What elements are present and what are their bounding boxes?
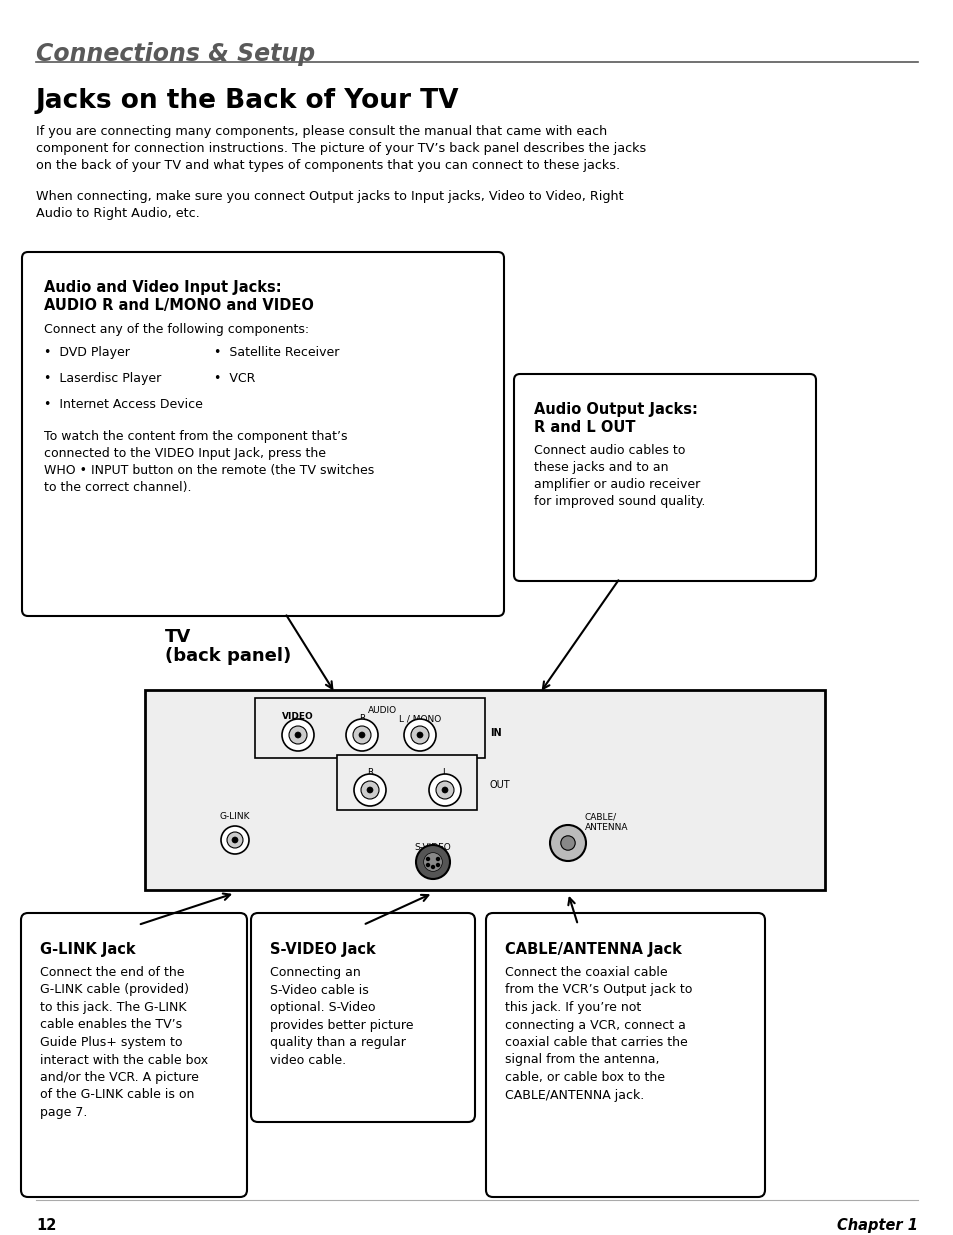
Circle shape bbox=[431, 866, 434, 868]
Text: ANTENNA: ANTENNA bbox=[584, 823, 628, 832]
Circle shape bbox=[416, 732, 422, 739]
Text: L / MONO: L / MONO bbox=[398, 714, 440, 722]
FancyBboxPatch shape bbox=[251, 913, 475, 1123]
Text: Jacks on the Back of Your TV: Jacks on the Back of Your TV bbox=[36, 88, 459, 114]
Text: for improved sound quality.: for improved sound quality. bbox=[534, 495, 704, 508]
Text: amplifier or audio receiver: amplifier or audio receiver bbox=[534, 478, 700, 492]
Text: these jacks and to an: these jacks and to an bbox=[534, 461, 668, 474]
FancyBboxPatch shape bbox=[485, 913, 764, 1197]
Text: G-LINK Jack: G-LINK Jack bbox=[40, 942, 135, 957]
Text: G-LINK: G-LINK bbox=[219, 811, 250, 821]
Text: L: L bbox=[442, 768, 447, 777]
Circle shape bbox=[358, 732, 365, 739]
Bar bbox=[336, 755, 476, 810]
Circle shape bbox=[403, 719, 436, 751]
Text: OUT: OUT bbox=[490, 781, 510, 790]
Text: Connect audio cables to: Connect audio cables to bbox=[534, 445, 684, 457]
FancyBboxPatch shape bbox=[514, 374, 815, 580]
Text: on the back of your TV and what types of components that you can connect to thes: on the back of your TV and what types of… bbox=[36, 159, 619, 172]
Circle shape bbox=[411, 726, 429, 743]
Circle shape bbox=[354, 774, 386, 806]
Text: 12: 12 bbox=[36, 1218, 56, 1233]
Text: When connecting, make sure you connect Output jacks to Input jacks, Video to Vid: When connecting, make sure you connect O… bbox=[36, 190, 623, 203]
FancyBboxPatch shape bbox=[21, 913, 247, 1197]
Bar bbox=[254, 698, 484, 758]
Circle shape bbox=[436, 781, 454, 799]
Text: Connect the end of the
G-LINK cable (provided)
to this jack. The G-LINK
cable en: Connect the end of the G-LINK cable (pro… bbox=[40, 966, 208, 1119]
Text: •  Internet Access Device: • Internet Access Device bbox=[44, 398, 203, 411]
Circle shape bbox=[360, 781, 378, 799]
Text: •  Laserdisc Player: • Laserdisc Player bbox=[44, 372, 161, 385]
Circle shape bbox=[346, 719, 377, 751]
Text: AUDIO: AUDIO bbox=[367, 706, 396, 715]
Circle shape bbox=[416, 845, 450, 879]
Text: To watch the content from the component that’s: To watch the content from the component … bbox=[44, 430, 347, 443]
Text: WHO • INPUT button on the remote (the TV switches: WHO • INPUT button on the remote (the TV… bbox=[44, 464, 374, 477]
Text: Connections & Setup: Connections & Setup bbox=[36, 42, 314, 65]
Text: TV: TV bbox=[165, 629, 191, 646]
Circle shape bbox=[232, 837, 237, 844]
Text: •  VCR: • VCR bbox=[213, 372, 255, 385]
Circle shape bbox=[436, 863, 439, 867]
Circle shape bbox=[423, 852, 442, 872]
Circle shape bbox=[429, 774, 460, 806]
Circle shape bbox=[282, 719, 314, 751]
Text: IN: IN bbox=[490, 727, 501, 739]
Text: R: R bbox=[358, 714, 365, 722]
Text: •  Satellite Receiver: • Satellite Receiver bbox=[213, 346, 339, 359]
Text: Connect any of the following components:: Connect any of the following components: bbox=[44, 324, 309, 336]
Circle shape bbox=[353, 726, 371, 743]
Circle shape bbox=[289, 726, 307, 743]
Text: R: R bbox=[367, 768, 373, 777]
Text: component for connection instructions. The picture of your TV’s back panel descr: component for connection instructions. T… bbox=[36, 142, 645, 156]
Text: •  DVD Player: • DVD Player bbox=[44, 346, 130, 359]
Circle shape bbox=[227, 832, 243, 848]
FancyBboxPatch shape bbox=[22, 252, 503, 616]
Text: AUDIO R and L/MONO and VIDEO: AUDIO R and L/MONO and VIDEO bbox=[44, 298, 314, 312]
Circle shape bbox=[367, 787, 373, 793]
Text: Connecting an
S-Video cable is
optional. S-Video
provides better picture
quality: Connecting an S-Video cable is optional.… bbox=[270, 966, 413, 1067]
Text: S-VIDEO Jack: S-VIDEO Jack bbox=[270, 942, 375, 957]
Text: VIDEO: VIDEO bbox=[282, 713, 314, 721]
Circle shape bbox=[426, 863, 429, 867]
Text: Audio and Video Input Jacks:: Audio and Video Input Jacks: bbox=[44, 280, 281, 295]
Text: connected to the VIDEO Input Jack, press the: connected to the VIDEO Input Jack, press… bbox=[44, 447, 326, 459]
Text: Chapter 1: Chapter 1 bbox=[836, 1218, 917, 1233]
Text: to the correct channel).: to the correct channel). bbox=[44, 480, 192, 494]
Circle shape bbox=[560, 836, 575, 850]
Text: S-VIDEO: S-VIDEO bbox=[415, 844, 451, 852]
Circle shape bbox=[436, 857, 439, 861]
Circle shape bbox=[294, 732, 301, 739]
Circle shape bbox=[221, 826, 249, 853]
Circle shape bbox=[426, 857, 429, 861]
Text: If you are connecting many components, please consult the manual that came with : If you are connecting many components, p… bbox=[36, 125, 607, 138]
Text: Audio Output Jacks:: Audio Output Jacks: bbox=[534, 403, 698, 417]
Text: CABLE/: CABLE/ bbox=[584, 813, 617, 823]
Bar bbox=[145, 690, 824, 890]
Text: CABLE/ANTENNA Jack: CABLE/ANTENNA Jack bbox=[504, 942, 681, 957]
Text: R and L OUT: R and L OUT bbox=[534, 420, 635, 435]
Text: Audio to Right Audio, etc.: Audio to Right Audio, etc. bbox=[36, 207, 199, 220]
Text: (back panel): (back panel) bbox=[165, 647, 291, 664]
Circle shape bbox=[550, 825, 585, 861]
Circle shape bbox=[441, 787, 448, 793]
Text: Connect the coaxial cable
from the VCR’s Output jack to
this jack. If you’re not: Connect the coaxial cable from the VCR’s… bbox=[504, 966, 692, 1102]
